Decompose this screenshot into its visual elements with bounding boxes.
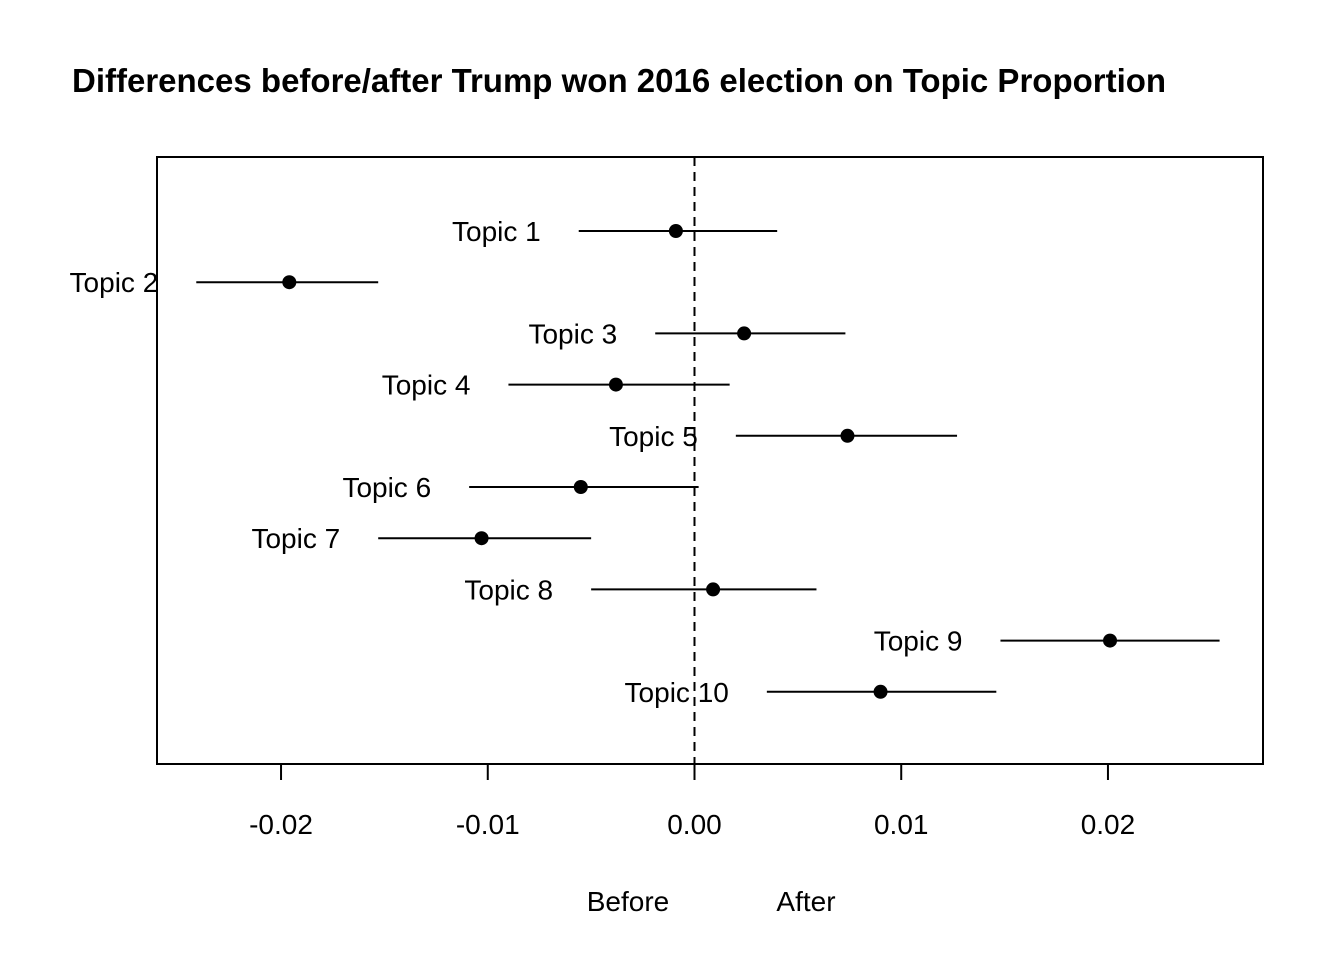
estimate-point <box>668 224 683 238</box>
x-tick-label: -0.02 <box>249 809 313 840</box>
topic-label: Topic 8 <box>464 574 553 605</box>
topic-label: Topic 2 <box>70 267 159 298</box>
topic-label: Topic 1 <box>452 216 541 247</box>
x-tick-label: 0.00 <box>667 809 722 840</box>
topic-label: Topic 9 <box>874 626 963 657</box>
plot-frame <box>156 156 1264 765</box>
estimate-point <box>474 531 489 546</box>
topic-labels-group: Topic 1 Topic 2 Topic 3 Topic 4 Topic 5 Topic… <box>70 216 963 708</box>
estimate-point <box>282 275 297 290</box>
x-tick-label: 0.01 <box>874 809 929 840</box>
estimate-point <box>1103 633 1118 648</box>
topic-label: Topic 4 <box>382 370 471 401</box>
x-tick-label: 0.02 <box>1081 809 1136 840</box>
estimate-point <box>573 480 588 494</box>
estimate-point <box>608 377 623 392</box>
x-axis: -0.02 -0.01 0.00 0.01 0.02 <box>249 764 1135 840</box>
topic-label: Topic 5 <box>609 421 698 452</box>
estimate-point <box>737 326 752 341</box>
x-tick-label: -0.01 <box>456 809 520 840</box>
intervals-group <box>196 224 1220 699</box>
topic-label: Topic 7 <box>251 523 340 554</box>
estimate-point <box>840 428 855 443</box>
topic-label: Topic 3 <box>528 318 617 349</box>
topic-label: Topic 10 <box>625 677 729 708</box>
estimate-point <box>873 684 888 699</box>
chart-title: Differences before/after Trump won 2016 … <box>72 62 1166 99</box>
x-label-before: Before <box>587 886 670 917</box>
estimate-point <box>706 582 721 597</box>
x-label-after: After <box>776 886 835 917</box>
topic-label: Topic 6 <box>342 472 431 503</box>
